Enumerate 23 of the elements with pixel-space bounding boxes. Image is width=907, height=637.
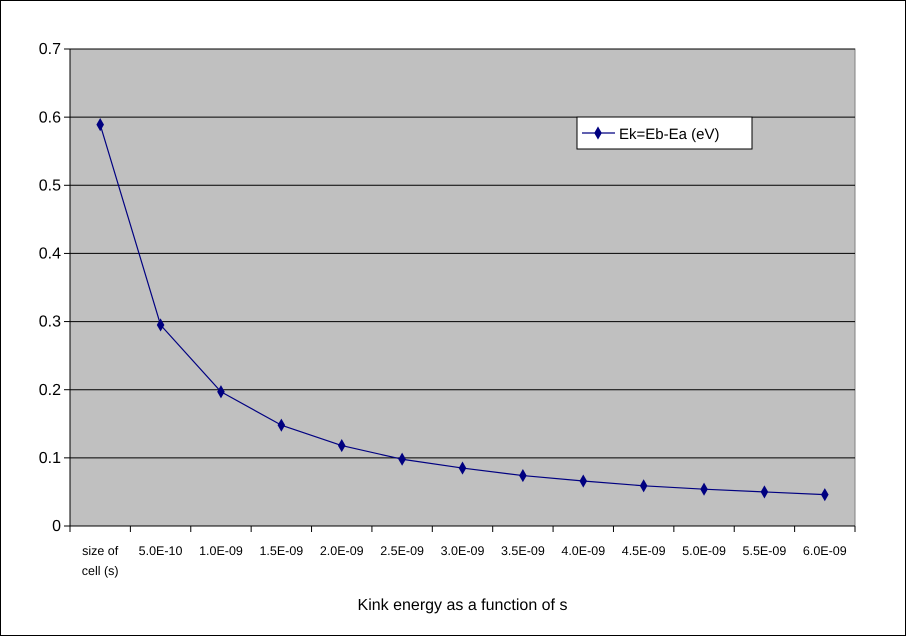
- x-tick-label: 4.5E-09: [622, 544, 666, 558]
- y-tick-label: 0.4: [38, 246, 62, 263]
- y-tick-label: 0.2: [38, 382, 62, 399]
- x-tick-label: 5.0E-10: [138, 544, 183, 558]
- y-tick-label: 0.1: [38, 450, 62, 467]
- y-tick-label: 0.7: [38, 41, 62, 58]
- x-tick-label: 6.0E-09: [802, 544, 847, 558]
- y-tick-label: 0: [52, 518, 62, 536]
- x-tick-label: 5.5E-09: [742, 544, 786, 558]
- x-tick-label: 3.0E-09: [440, 544, 484, 558]
- legend-label: Ek=Eb-Ea (eV): [619, 126, 720, 143]
- x-tick-label: 4.0E-09: [561, 544, 606, 558]
- x-tick-label: 5.0E-09: [682, 544, 726, 558]
- x-tick-label: 1.0E-09: [199, 544, 243, 558]
- y-tick-label: 0.3: [38, 314, 62, 331]
- x-tick-label: 2.0E-09: [320, 544, 364, 558]
- y-tick-label: 0.5: [38, 177, 62, 194]
- x-tick-label: 3.5E-09: [500, 544, 545, 558]
- y-tick-label: 0.6: [38, 109, 62, 126]
- x-axis-title: Kink energy as a function of s: [358, 597, 568, 614]
- x-tick-label: 1.5E-09: [259, 544, 304, 558]
- x-tick-label: 2.5E-09: [380, 544, 424, 558]
- x-tick-label: size of cell (s): [82, 544, 119, 578]
